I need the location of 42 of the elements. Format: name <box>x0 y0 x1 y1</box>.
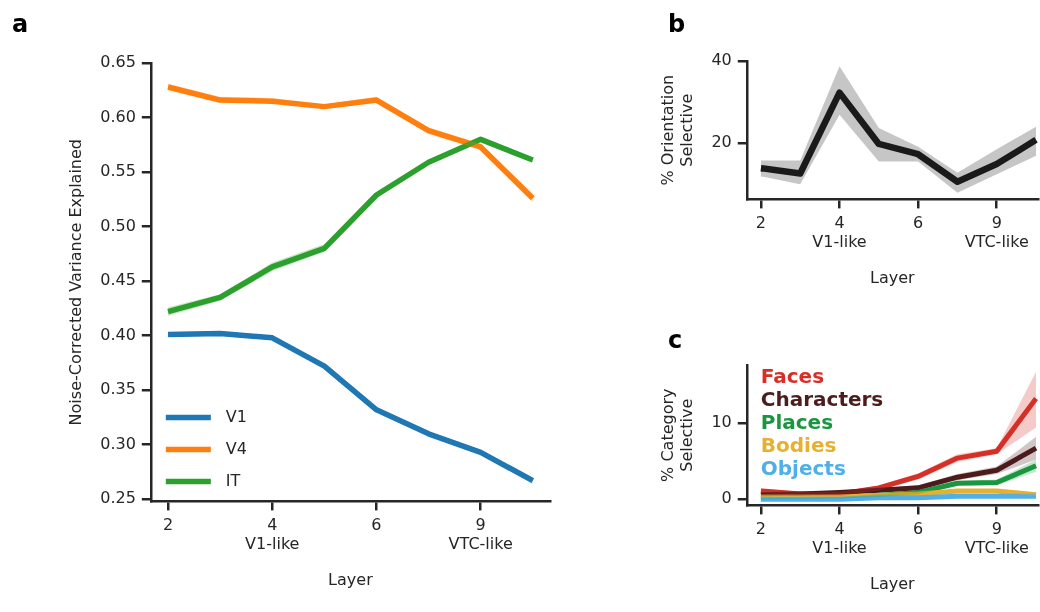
chart-title: c <box>668 326 683 354</box>
x-tick-label: 6 <box>913 519 924 539</box>
x-tick-label: 4 V1-like <box>245 515 300 554</box>
x-tick-label: 9 VTC-like <box>964 519 1029 558</box>
x-axis-title: Layer <box>328 569 374 589</box>
y-axis-title: Noise-Corrected Variance Explained <box>65 138 85 426</box>
text: Characters <box>760 387 884 412</box>
y-tick-label: 0.65 <box>100 52 136 72</box>
series-label: Objects <box>760 456 846 481</box>
y-tick-label: 20 <box>711 132 732 152</box>
x-tick-label: 2 <box>755 519 766 539</box>
y-tick-label: 0.30 <box>100 433 136 453</box>
y-tick-label: 0.45 <box>100 270 136 290</box>
legend-label: V1 <box>225 406 247 426</box>
chart-title: a <box>12 10 29 38</box>
text: Places <box>760 410 834 435</box>
x-tick-label: 9 VTC-like <box>964 213 1029 252</box>
y-tick-label: 0.50 <box>100 215 136 235</box>
x-tick-label: 6 <box>913 213 924 233</box>
y-tick-label: 0.55 <box>100 161 136 181</box>
x-axis-title: Layer <box>870 267 916 287</box>
y-tick-label: 0.35 <box>100 379 136 399</box>
y-tick-label: 10 <box>711 412 732 432</box>
x-tick-label: 2 <box>162 515 174 535</box>
chart-title: b <box>668 10 686 38</box>
text: Faces <box>760 364 825 389</box>
y-tick-label: 0.40 <box>100 324 136 344</box>
y-axis-title: % Category Selective <box>657 388 696 482</box>
x-tick-label: 9 VTC-like <box>448 515 513 554</box>
x-tick-label: 6 <box>371 515 382 535</box>
y-axis-title: % Orientation Selective <box>657 74 696 186</box>
series-label: Bodies <box>760 433 837 458</box>
x-tick-label: 4 V1-like <box>812 213 867 252</box>
legend-label: IT <box>225 470 241 490</box>
y-tick-label: 40 <box>711 50 732 70</box>
y-tick-label: 0 <box>721 488 732 508</box>
y-tick-label: 0.60 <box>100 106 136 126</box>
legend-label: V4 <box>225 438 247 458</box>
x-axis-title: Layer <box>870 573 916 593</box>
y-tick-label: 0.25 <box>100 488 136 508</box>
x-tick-label: 2 <box>755 213 766 233</box>
x-tick-label: 4 V1-like <box>812 519 867 558</box>
